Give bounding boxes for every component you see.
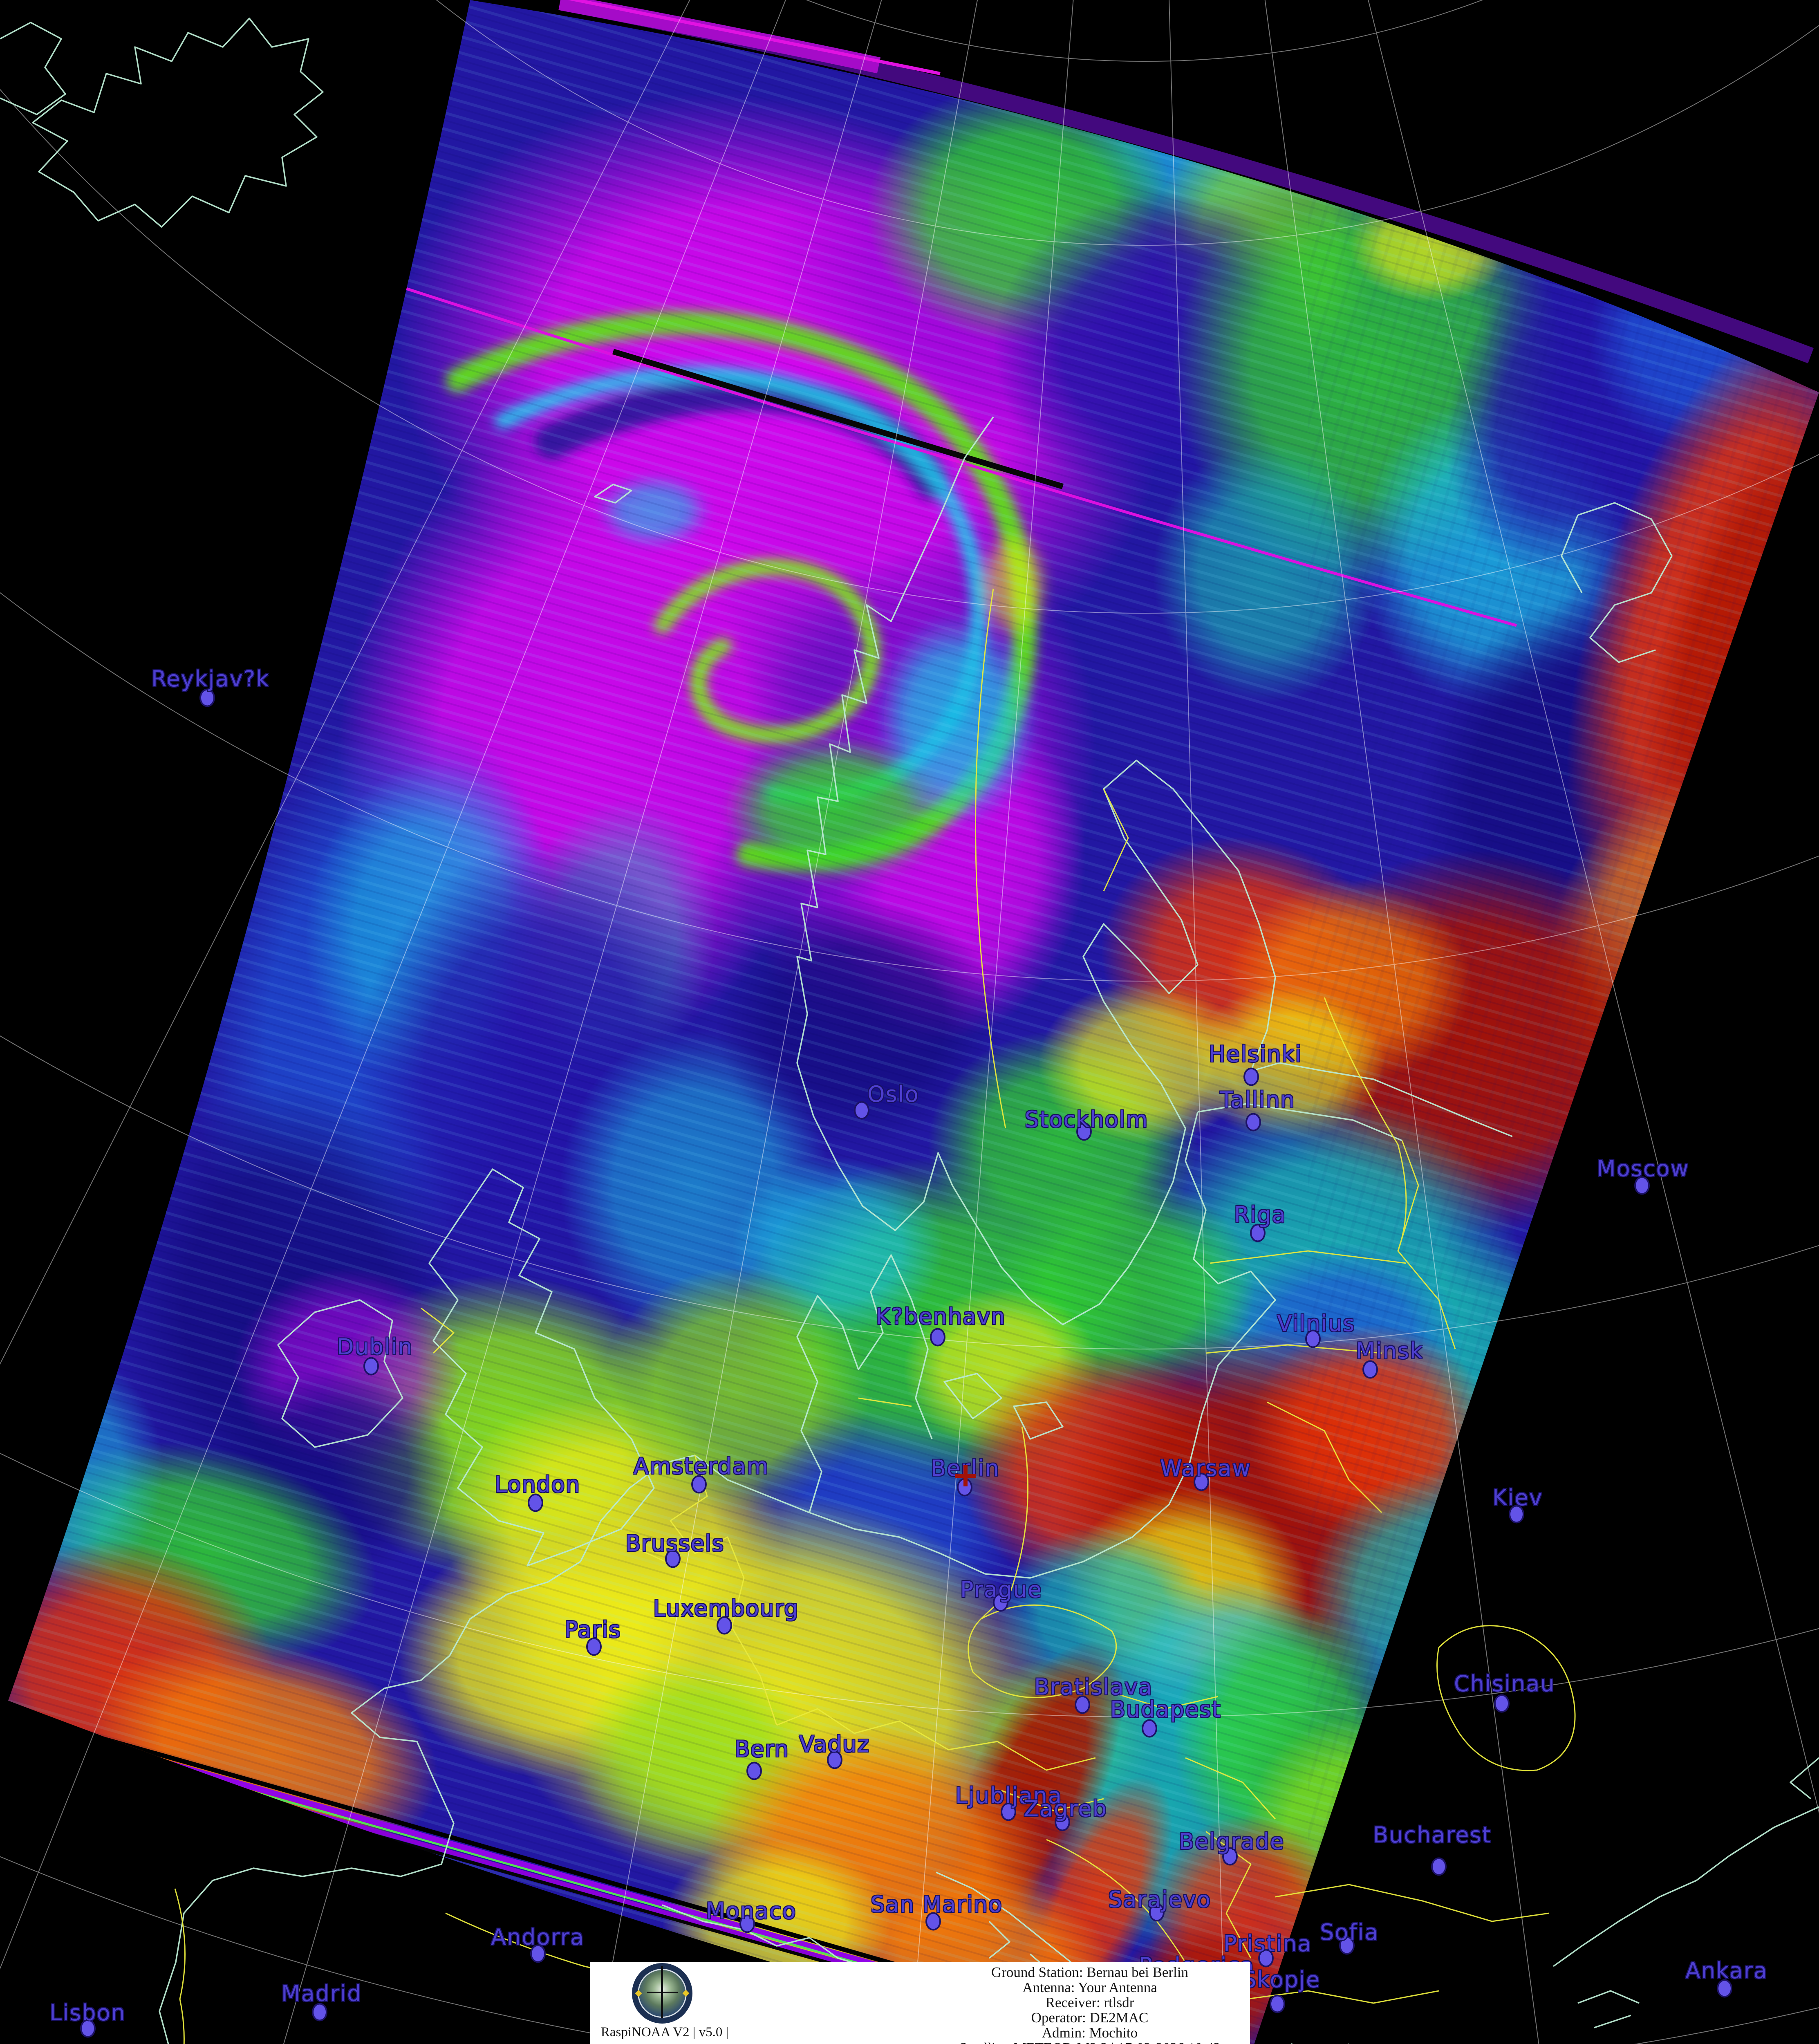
footer-right-line: Operator: DE2MAC <box>1031 2010 1149 2026</box>
city-label: Oslo <box>867 1081 919 1107</box>
city-dot <box>1222 1847 1238 1866</box>
city-dot <box>1494 1694 1510 1713</box>
city-dot <box>1258 1949 1274 1968</box>
city-label: Zagreb <box>1024 1796 1107 1822</box>
city-dot <box>691 1475 707 1494</box>
footer-right-line: Antenna: Your Antenna <box>1022 1979 1157 1995</box>
city-dot <box>665 1549 681 1568</box>
footer-version-block: RaspiNOAA V2 | v5.0 |Bookworm 64-bithttp… <box>596 2024 733 2044</box>
footer-right-line: Ground Station: Bernau bei Berlin <box>991 1964 1189 1980</box>
city-dot <box>1305 1329 1321 1348</box>
city-dot <box>80 2019 96 2038</box>
footer-right-line: Satellite: METEOR-M2 3 | 17-02-2026 10:4… <box>934 2040 1245 2044</box>
city-label: Sofia <box>1320 1919 1379 1945</box>
city-dot <box>1142 1719 1157 1738</box>
city-label: Bucharest <box>1373 1822 1492 1848</box>
footer-right-line: Admin: Mochito <box>1042 2025 1138 2041</box>
city-label: Tallinn <box>1220 1087 1295 1113</box>
city-label: Kiev <box>1492 1485 1543 1511</box>
city-label: Lisbon <box>49 2000 126 2026</box>
city-dot <box>312 2003 327 2022</box>
city-dot <box>1509 1505 1524 1524</box>
city-dot <box>1055 1813 1070 1831</box>
city-label: Vilnius <box>1277 1311 1355 1336</box>
city-dot <box>1250 1224 1266 1242</box>
city-dot <box>199 688 215 707</box>
city-dot <box>827 1750 842 1769</box>
city-dot <box>1717 1979 1732 1998</box>
footer-left-line: RaspiNOAA V2 | v5.0 | <box>600 2025 729 2040</box>
city-label: Prague <box>960 1577 1042 1602</box>
city-label: Reykjav?k <box>151 666 270 692</box>
city-dot <box>363 1357 379 1376</box>
city-label: Moscow <box>1597 1156 1689 1181</box>
city-dot <box>746 1762 762 1780</box>
city-label: Pristina <box>1223 1931 1312 1957</box>
city-dot <box>1194 1472 1209 1491</box>
footer-info-box: RaspiNOAA V2 | v5.0 |Bookworm 64-bithttp… <box>590 1962 1250 2044</box>
city-label: San Marino <box>871 1892 1003 1917</box>
country-borders <box>174 588 1576 2044</box>
city-dot <box>1149 1903 1165 1922</box>
city-dot <box>930 1328 945 1347</box>
city-label: Ljubljana <box>955 1783 1063 1809</box>
city-label: Sarajevo <box>1108 1887 1211 1912</box>
city-label: K?benhavn <box>876 1304 1006 1329</box>
city-label: Chisinau <box>1454 1671 1555 1697</box>
city-label: Bern <box>735 1736 789 1762</box>
city-label: Dublin <box>337 1334 413 1360</box>
city-dot <box>1339 1936 1355 1955</box>
logo-star-left <box>635 1990 642 1997</box>
city-dot <box>1246 1113 1261 1132</box>
city-label: Warsaw <box>1160 1455 1251 1481</box>
city-label: London <box>495 1472 580 1497</box>
city-label: Luxembourg <box>653 1596 799 1621</box>
city-label: Ankara <box>1685 1958 1768 1983</box>
city-label: Belgrade <box>1179 1829 1285 1854</box>
city-label: Riga <box>1234 1202 1286 1228</box>
city-dot <box>1270 1995 1285 2013</box>
city-dot <box>925 1912 941 1931</box>
logo-star-right <box>682 1990 690 1997</box>
footer-right-line: Receiver: rtlsdr <box>1045 1995 1134 2010</box>
city-label: Amsterdam <box>634 1453 769 1479</box>
city-dot <box>739 1914 755 1933</box>
city-dot <box>1431 1857 1447 1876</box>
city-dot <box>1076 1122 1092 1141</box>
footer-left-line: Bookworm 64-bit <box>596 2041 733 2044</box>
city-dot <box>528 1493 543 1512</box>
city-label: Budapest <box>1110 1697 1221 1722</box>
coastlines <box>0 18 1819 2044</box>
city-label: Skopje <box>1242 1967 1321 1992</box>
city-dot <box>1243 1067 1259 1086</box>
city-dot <box>1001 1802 1016 1821</box>
city-dot <box>586 1637 602 1656</box>
ground-station-marker <box>955 1465 976 1486</box>
city-label: Madrid <box>281 1981 362 2006</box>
logo-antenna-boom <box>647 1992 678 1993</box>
city-label: Stockholm <box>1025 1107 1149 1132</box>
city-dot <box>1362 1360 1378 1379</box>
city-label: Bratislava <box>1034 1674 1153 1700</box>
city-label: Vaduz <box>799 1731 870 1757</box>
city-label: Helsinki <box>1209 1041 1302 1067</box>
city-dot <box>1634 1176 1650 1195</box>
city-label: Monaco <box>706 1898 797 1924</box>
top-pass-strip <box>558 0 1814 363</box>
city-label: Andorra <box>491 1924 585 1950</box>
city-dot <box>530 1944 546 1963</box>
raspinoaa-logo <box>632 1963 692 2024</box>
city-dot <box>717 1616 732 1635</box>
city-label: Minsk <box>1356 1338 1424 1364</box>
city-label: Brussels <box>625 1531 725 1556</box>
city-dot <box>993 1593 1008 1612</box>
city-dot <box>854 1101 869 1120</box>
footer-station-block: Ground Station: Bernau bei Berlin Antenna… <box>934 1965 1245 2044</box>
city-label: Paris <box>565 1617 621 1643</box>
city-dot <box>1075 1695 1090 1714</box>
